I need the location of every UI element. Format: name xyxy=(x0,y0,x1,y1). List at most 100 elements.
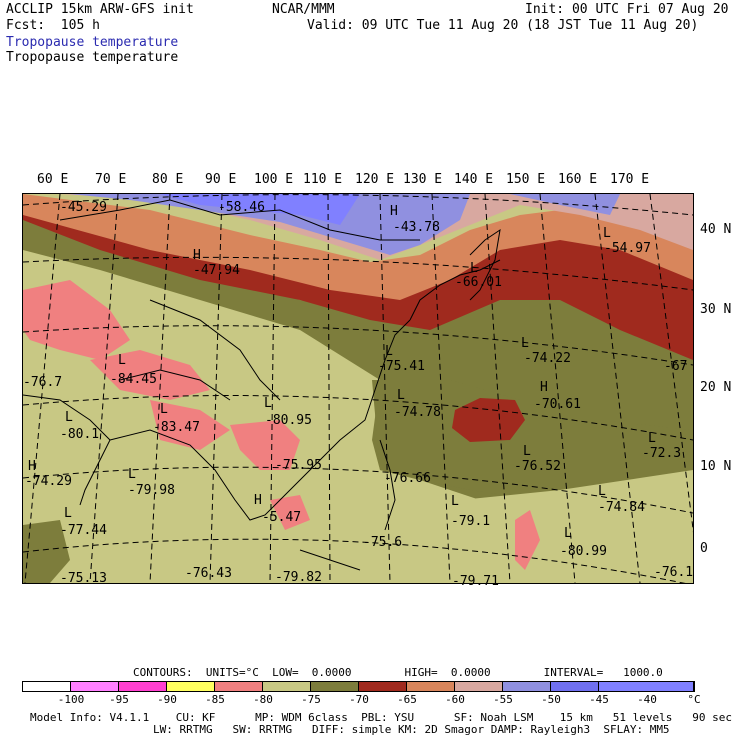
model-title: ACCLIP 15km ARW-GFS init xyxy=(6,2,194,17)
value-label: -80.95 xyxy=(265,413,312,428)
colorbar-label: -70 xyxy=(349,693,369,706)
colorbar-label: -80 xyxy=(253,693,273,706)
lat-label: 30 N xyxy=(700,302,732,317)
low-marker: L xyxy=(160,402,168,417)
value-label: -80.1 xyxy=(60,427,100,442)
colorbar-box xyxy=(503,681,551,692)
lon-label: 110 E xyxy=(303,172,343,187)
value-label: -5.47 xyxy=(262,510,302,525)
value-label: -76.7 xyxy=(23,375,63,390)
value-label: -54.97 xyxy=(604,241,651,256)
lat-label: 20 N xyxy=(700,380,732,395)
value-label: -75.95 xyxy=(275,458,322,473)
lat-label: 40 N xyxy=(700,222,732,237)
value-label: -76.43 xyxy=(185,566,232,581)
lon-label: 120 E xyxy=(355,172,395,187)
colorbar-box xyxy=(407,681,455,692)
colorbar-box xyxy=(599,681,695,692)
colorbar-label: -95 xyxy=(109,693,129,706)
colorbar-box xyxy=(22,681,71,692)
colorbar-label: -85 xyxy=(205,693,225,706)
colorbar-box xyxy=(551,681,599,692)
colorbar-label: -50 xyxy=(541,693,561,706)
high-marker: H xyxy=(28,459,36,474)
colorbar-box xyxy=(311,681,359,692)
low-marker: L xyxy=(648,431,656,446)
value-label: -70.61 xyxy=(534,397,581,412)
value-label: -74.22 xyxy=(524,351,571,366)
contours-info: CONTOURS: UNITS=°C LOW= 0.0000 HIGH= 0.0… xyxy=(133,666,663,679)
value-label: -47.94 xyxy=(193,263,240,278)
low-marker: L xyxy=(385,344,393,359)
value-label: -80.99 xyxy=(560,544,607,559)
value-label: -58.46 xyxy=(218,200,265,215)
colorbar-box xyxy=(215,681,263,692)
low-marker: L xyxy=(451,494,459,509)
value-label: -74.29 xyxy=(25,474,72,489)
lon-label: 150 E xyxy=(506,172,546,187)
lon-label: 90 E xyxy=(205,172,237,187)
field-title-blue: Tropopause temperature xyxy=(6,35,179,50)
value-label: -76.66 xyxy=(384,471,431,486)
value-label: -74.78 xyxy=(394,405,441,420)
lon-label: 100 E xyxy=(254,172,294,187)
value-label: -45.29 xyxy=(60,200,107,215)
colorbar-label: -65 xyxy=(397,693,417,706)
init-time: Init: 00 UTC Fri 07 Aug 20 xyxy=(525,2,729,17)
value-label: -79.82 xyxy=(275,570,322,585)
value-label: -72.3 xyxy=(642,446,682,461)
low-marker: L xyxy=(64,506,72,521)
lon-label: 160 E xyxy=(558,172,598,187)
colorbar xyxy=(22,681,694,692)
colorbar-label: -60 xyxy=(445,693,465,706)
colorbar-box xyxy=(71,681,119,692)
low-marker: L xyxy=(603,226,611,241)
colorbar-box xyxy=(455,681,503,692)
map-fill xyxy=(23,194,693,583)
valid-time: Valid: 09 UTC Tue 11 Aug 20 (18 JST Tue … xyxy=(307,18,699,33)
high-marker: H xyxy=(540,380,548,395)
coastlines xyxy=(23,199,501,571)
field-title-black: Tropopause temperature xyxy=(6,50,179,65)
lon-label: 70 E xyxy=(95,172,127,187)
org-label: NCAR/MMM xyxy=(272,2,335,17)
lon-label: 80 E xyxy=(152,172,184,187)
low-marker: L xyxy=(397,388,405,403)
value-label: -79.1 xyxy=(451,514,491,529)
lon-label: 170 E xyxy=(610,172,650,187)
colorbar-label: -100 xyxy=(57,693,85,706)
high-marker: H xyxy=(254,493,262,508)
lat-label: 0 xyxy=(700,541,708,556)
colorbar-label: -45 xyxy=(589,693,609,706)
value-label: -79.98 xyxy=(128,483,175,498)
value-label: -84.45 xyxy=(110,372,157,387)
low-marker: L xyxy=(118,353,126,368)
low-marker: L xyxy=(65,410,73,425)
value-label: -83.47 xyxy=(153,420,200,435)
lon-label: 140 E xyxy=(454,172,494,187)
forecast-hour: Fcst: 105 h xyxy=(6,18,100,33)
colorbar-box xyxy=(119,681,167,692)
model-info-line2: LW: RRTMG SW: RRTMG DIFF: simple KM: 2D … xyxy=(153,723,670,736)
value-label: -74.84 xyxy=(598,500,645,515)
colorbar-box xyxy=(167,681,215,692)
low-marker: L xyxy=(470,261,478,276)
value-label: -76.1 xyxy=(654,565,694,580)
colorbar-label: -40 xyxy=(637,693,657,706)
value-label: -75.13 xyxy=(60,571,107,586)
colorbar-box xyxy=(263,681,311,692)
colorbar-unit: °C xyxy=(687,693,701,706)
colorbar-label: -55 xyxy=(493,693,513,706)
low-marker: L xyxy=(598,484,606,499)
low-marker: L xyxy=(521,336,529,351)
low-marker: L xyxy=(264,396,272,411)
value-label: -76.52 xyxy=(514,459,561,474)
graticule xyxy=(23,194,693,583)
value-label: -75.6 xyxy=(363,535,403,550)
lon-label: 60 E xyxy=(37,172,69,187)
lon-label: 130 E xyxy=(403,172,443,187)
value-label: -67 xyxy=(664,359,688,374)
colorbar-label: -75 xyxy=(301,693,321,706)
value-label: -77.44 xyxy=(60,523,107,538)
